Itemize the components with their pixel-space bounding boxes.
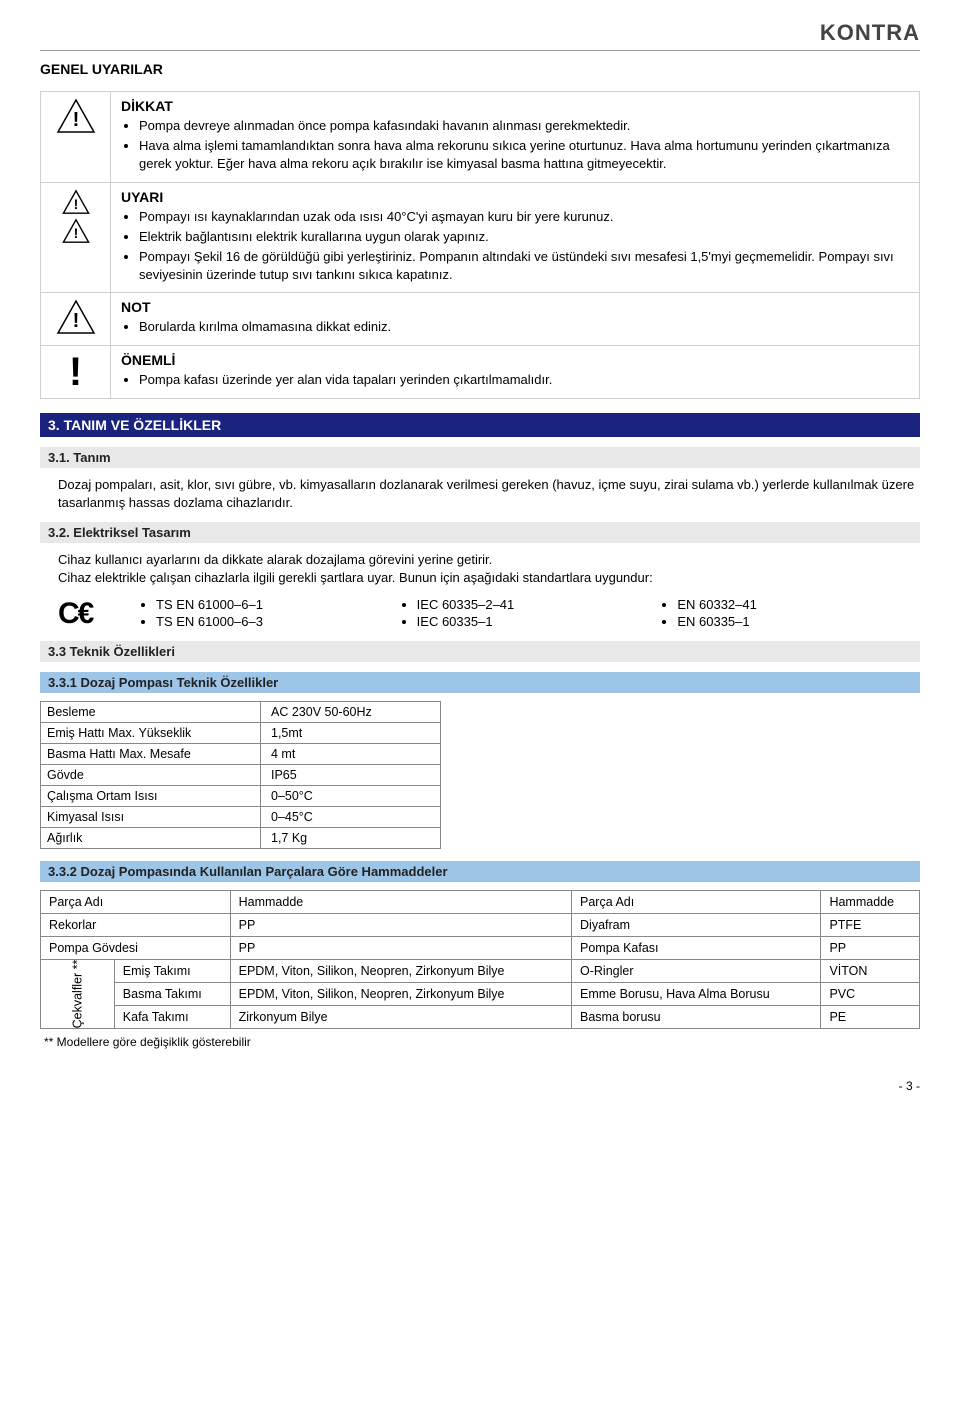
section-3-2-heading: 3.2. Elektriksel Tasarım [40, 522, 920, 543]
spec-value: 4 mt [261, 744, 441, 765]
section-3-1-heading: 3.1. Tanım [40, 447, 920, 468]
spec-value: 1,5mt [261, 723, 441, 744]
uyari-item: Elektrik bağlantısını elektrik kuralları… [139, 228, 909, 246]
materials-footnote: ** Modellere göre değişiklik gösterebili… [44, 1035, 920, 1049]
spec-value: 1,7 Kg [261, 828, 441, 849]
standard-item: IEC 60335–1 [417, 614, 660, 629]
section-3-heading: 3. TANIM VE ÖZELLİKLER [40, 413, 920, 437]
spec-value: 0–50°C [261, 786, 441, 807]
triangle-warning-icon: ! [56, 299, 96, 335]
spec-label: Basma Hattı Max. Mesafe [41, 744, 261, 765]
page-number: - 3 - [40, 1079, 920, 1093]
specs-table: BeslemeAC 230V 50-60HzEmiş Hattı Max. Yü… [40, 701, 441, 849]
dikkat-item: Pompa devreye alınmadan önce pompa kafas… [139, 117, 909, 135]
dikkat-item: Hava alma işlemi tamamlandıktan sonra ha… [139, 137, 909, 173]
section-3-2-text: Cihaz kullanıcı ayarlarını da dikkate al… [58, 551, 920, 587]
warning-icon-not: ! [41, 293, 111, 345]
svg-text:!: ! [72, 310, 79, 332]
spec-label: Kimyasal Isısı [41, 807, 261, 828]
section-3-3-heading: 3.3 Teknik Özellikleri [40, 641, 920, 662]
svg-text:!: ! [72, 109, 79, 131]
spec-label: Ağırlık [41, 828, 261, 849]
not-title: NOT [121, 299, 909, 315]
materials-table: Parça Adı Hammadde Parça Adı Hammadde Re… [40, 890, 920, 1029]
standard-item: EN 60332–41 [677, 597, 920, 612]
warning-icon-uyari: ! ! [41, 182, 111, 293]
standard-item: EN 60335–1 [677, 614, 920, 629]
not-item: Borularda kırılma olmamasına dikkat edin… [139, 318, 909, 336]
svg-text:!: ! [73, 196, 78, 212]
standard-item: TS EN 61000–6–3 [156, 614, 399, 629]
spec-label: Besleme [41, 702, 261, 723]
exclamation-icon: ! [69, 350, 82, 394]
onemli-item: Pompa kafası üzerinde yer alan vida tapa… [139, 371, 909, 389]
triangle-warning-icon: ! [62, 189, 90, 215]
onemli-title: ÖNEMLİ [121, 352, 909, 368]
standard-item: TS EN 61000–6–1 [156, 597, 399, 612]
spec-value: AC 230V 50-60Hz [261, 702, 441, 723]
section-3-1-text: Dozaj pompaları, asit, klor, sıvı gübre,… [58, 476, 920, 512]
mat-header: Parça Adı [41, 891, 231, 914]
warning-icon-dikkat: ! [41, 92, 111, 183]
dikkat-title: DİKKAT [121, 98, 909, 114]
spec-label: Emiş Hattı Max. Yükseklik [41, 723, 261, 744]
triangle-warning-icon: ! [62, 218, 90, 244]
standards-row: C€ TS EN 61000–6–1 TS EN 61000–6–3 IEC 6… [58, 597, 920, 631]
warnings-table: ! DİKKAT Pompa devreye alınmadan önce po… [40, 91, 920, 399]
dikkat-body: Pompa devreye alınmadan önce pompa kafas… [121, 117, 909, 174]
mat-header: Hammadde [821, 891, 920, 914]
triangle-warning-icon: ! [56, 98, 96, 134]
section-3-3-1-heading: 3.3.1 Dozaj Pompası Teknik Özellikler [40, 672, 920, 693]
spec-label: Gövde [41, 765, 261, 786]
not-body: Borularda kırılma olmamasına dikkat edin… [121, 318, 909, 336]
uyari-item: Pompayı ısı kaynaklarından uzak oda ısıs… [139, 208, 909, 226]
warning-icon-onemli: ! [41, 345, 111, 398]
valve-group-label: Çekvalfler ** [41, 960, 115, 1029]
uyari-item: Pompayı Şekil 16 de görüldüğü gibi yerle… [139, 248, 909, 284]
spec-value: 0–45°C [261, 807, 441, 828]
uyari-body: Pompayı ısı kaynaklarından uzak oda ısıs… [121, 208, 909, 285]
uyari-title: UYARI [121, 189, 909, 205]
onemli-body: Pompa kafası üzerinde yer alan vida tapa… [121, 371, 909, 389]
standard-item: IEC 60335–2–41 [417, 597, 660, 612]
brand-label: KONTRA [40, 20, 920, 51]
mat-header: Parça Adı [572, 891, 821, 914]
general-warnings-heading: GENEL UYARILAR [40, 61, 920, 77]
spec-label: Çalışma Ortam Isısı [41, 786, 261, 807]
svg-text:!: ! [73, 225, 78, 241]
mat-header: Hammadde [230, 891, 571, 914]
ce-mark-icon: C€ [58, 597, 138, 631]
spec-value: IP65 [261, 765, 441, 786]
section-3-3-2-heading: 3.3.2 Dozaj Pompasında Kullanılan Parçal… [40, 861, 920, 882]
